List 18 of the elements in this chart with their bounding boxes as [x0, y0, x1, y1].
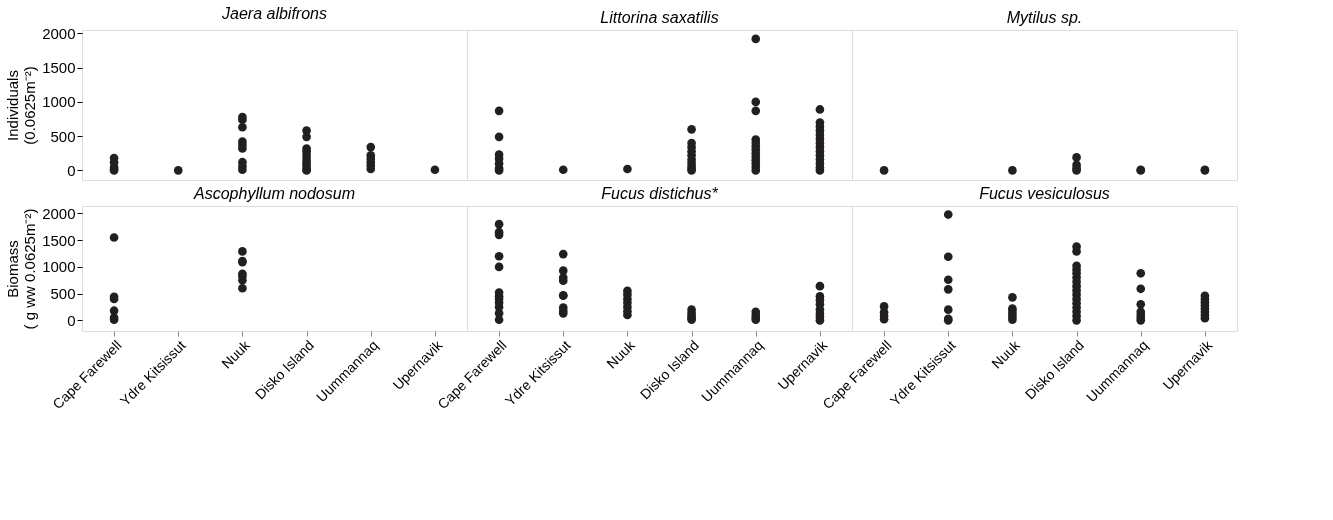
y-tick-label: 0 [67, 161, 76, 179]
chart-title: Fucus vesiculosus [979, 185, 1110, 202]
y-tick-label: 1500 [42, 231, 76, 249]
y-tick-label: 500 [50, 285, 76, 303]
y-tick-label: 2000 [42, 204, 76, 222]
chart-title: Mytilus sp. [1006, 9, 1083, 26]
chart-title: Ascophyllum nodosum [193, 185, 355, 202]
y-axis-title: Biomass ( g ww 0.0625m⁻²) [4, 208, 39, 330]
y-tick-label: 1500 [42, 59, 76, 77]
chart-title: Jaera albifrons [221, 5, 327, 23]
y-tick-label: 500 [50, 127, 76, 145]
chart-title: Fucus distichus* [601, 185, 719, 202]
chart-title: Littorina saxatilis [600, 9, 719, 26]
y-tick-label: 0 [67, 311, 76, 329]
y-axis-title: Individuals (0.0625m⁻²) [4, 66, 39, 145]
y-tick-label: 1000 [42, 258, 76, 276]
y-tick-label: 2000 [42, 24, 76, 42]
y-tick-label: 1000 [42, 93, 76, 111]
